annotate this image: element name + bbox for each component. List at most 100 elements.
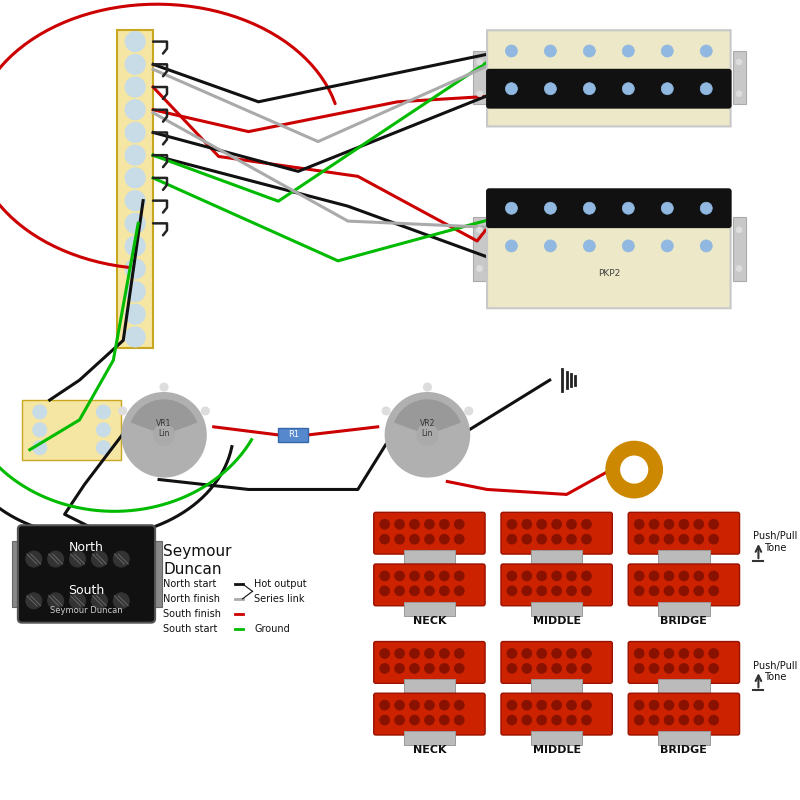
Circle shape [423, 383, 431, 391]
Circle shape [700, 45, 712, 57]
Circle shape [664, 586, 674, 596]
Circle shape [736, 266, 742, 271]
Circle shape [380, 519, 390, 530]
Circle shape [662, 240, 674, 252]
Circle shape [634, 534, 644, 544]
Circle shape [664, 715, 674, 725]
Circle shape [506, 202, 518, 214]
Circle shape [154, 424, 174, 446]
Wedge shape [394, 399, 461, 434]
Circle shape [606, 442, 662, 498]
Bar [658, 679, 710, 694]
Text: Hot output: Hot output [254, 579, 307, 589]
FancyBboxPatch shape [487, 191, 730, 308]
Text: North: North [69, 541, 104, 554]
Text: South start: South start [163, 624, 218, 634]
Circle shape [566, 700, 577, 710]
Bar [151, 541, 162, 606]
Circle shape [410, 586, 419, 596]
Circle shape [664, 663, 674, 674]
Circle shape [566, 571, 577, 581]
FancyBboxPatch shape [486, 69, 731, 109]
Circle shape [537, 700, 546, 710]
Circle shape [125, 214, 146, 234]
Circle shape [394, 715, 405, 725]
Circle shape [709, 571, 718, 581]
Circle shape [694, 534, 704, 544]
Circle shape [394, 571, 405, 581]
Circle shape [425, 519, 434, 530]
Circle shape [507, 649, 517, 658]
Circle shape [552, 663, 562, 674]
Circle shape [679, 700, 689, 710]
Circle shape [394, 534, 405, 544]
Circle shape [394, 663, 405, 674]
Circle shape [566, 534, 577, 544]
Circle shape [122, 393, 206, 477]
Circle shape [425, 715, 434, 725]
Circle shape [477, 227, 482, 233]
Circle shape [425, 700, 434, 710]
Circle shape [125, 282, 146, 302]
Text: PKP2: PKP2 [598, 269, 620, 278]
Circle shape [439, 519, 450, 530]
Circle shape [97, 423, 110, 437]
Circle shape [394, 586, 405, 596]
Circle shape [664, 519, 674, 530]
Text: NECK: NECK [413, 745, 446, 755]
Bar [22, 400, 122, 460]
Circle shape [583, 82, 595, 94]
FancyBboxPatch shape [501, 564, 612, 606]
Circle shape [118, 407, 126, 415]
Text: North start: North start [163, 579, 216, 589]
Circle shape [649, 586, 659, 596]
FancyBboxPatch shape [374, 564, 485, 606]
Circle shape [507, 519, 517, 530]
Circle shape [544, 202, 557, 214]
Bar [403, 550, 455, 564]
Circle shape [537, 715, 546, 725]
Circle shape [125, 100, 146, 120]
Circle shape [114, 551, 130, 567]
Circle shape [125, 190, 146, 210]
Circle shape [694, 700, 704, 710]
Circle shape [679, 715, 689, 725]
Circle shape [709, 534, 718, 544]
Circle shape [552, 586, 562, 596]
Circle shape [583, 45, 595, 57]
Circle shape [425, 534, 434, 544]
Bar [658, 731, 710, 745]
Circle shape [425, 663, 434, 674]
Circle shape [566, 519, 577, 530]
FancyBboxPatch shape [486, 188, 731, 228]
Circle shape [522, 649, 532, 658]
Circle shape [694, 649, 704, 658]
Circle shape [382, 407, 390, 415]
Circle shape [679, 534, 689, 544]
Circle shape [48, 593, 64, 609]
Circle shape [125, 54, 146, 74]
Circle shape [394, 649, 405, 658]
Circle shape [477, 90, 482, 97]
Circle shape [394, 700, 405, 710]
Text: Push/Pull
Tone: Push/Pull Tone [753, 531, 798, 553]
Circle shape [48, 551, 64, 567]
Circle shape [439, 649, 450, 658]
FancyBboxPatch shape [628, 564, 739, 606]
Circle shape [477, 266, 482, 271]
Circle shape [583, 202, 595, 214]
Circle shape [160, 383, 168, 391]
Circle shape [522, 534, 532, 544]
Circle shape [522, 586, 532, 596]
Circle shape [700, 240, 712, 252]
Circle shape [410, 715, 419, 725]
Circle shape [454, 571, 464, 581]
Circle shape [694, 663, 704, 674]
Circle shape [380, 700, 390, 710]
Circle shape [394, 519, 405, 530]
Circle shape [380, 649, 390, 658]
Bar [403, 731, 455, 745]
Bar [658, 602, 710, 616]
Circle shape [566, 715, 577, 725]
Circle shape [582, 700, 591, 710]
